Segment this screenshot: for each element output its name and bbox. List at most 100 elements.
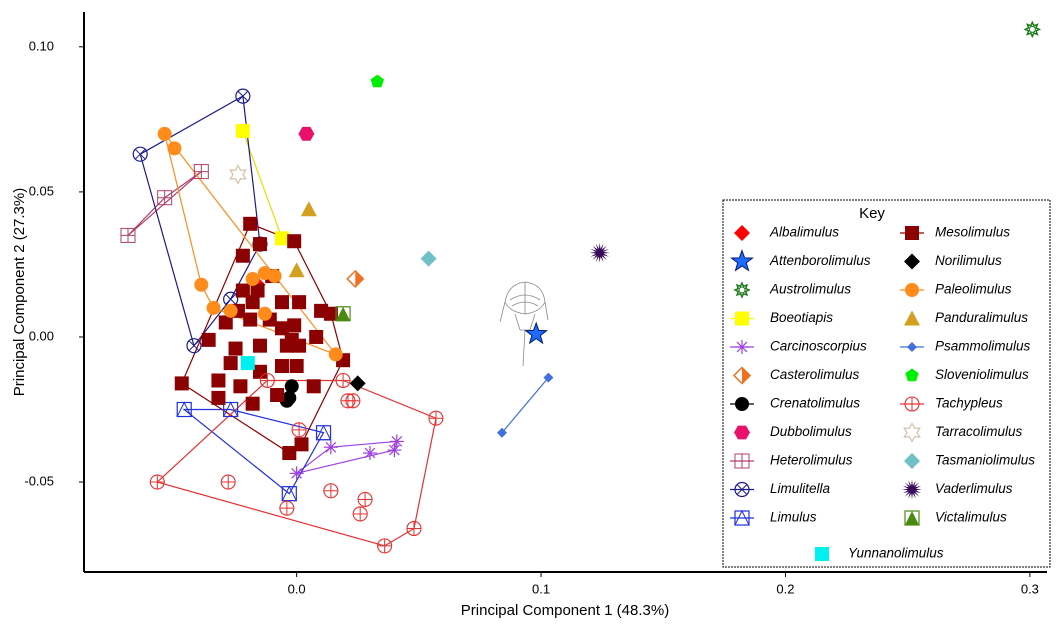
- legend-marker: [734, 225, 750, 241]
- marker-part: [905, 283, 919, 297]
- y-tick-label: 0.00: [29, 328, 54, 343]
- marker-part: [294, 437, 309, 452]
- data-point: [220, 474, 236, 490]
- marker-part: [228, 341, 243, 356]
- marker-part: [905, 511, 919, 525]
- marker-part: [904, 453, 920, 469]
- hull-outline: [182, 408, 325, 495]
- marker-part: [279, 338, 294, 353]
- data-point: [298, 126, 315, 141]
- marker-part: [292, 295, 307, 310]
- data-point: [167, 141, 182, 156]
- marker-part: [904, 253, 920, 270]
- marker-part: [736, 341, 748, 353]
- data-point: [357, 491, 373, 508]
- data-point: [243, 312, 258, 327]
- marker-part: [206, 300, 221, 315]
- marker-part: [250, 283, 265, 298]
- marker-part: [281, 485, 298, 502]
- data-point: [1023, 20, 1042, 39]
- legend-marker: [904, 310, 920, 326]
- marker-part: [150, 475, 165, 490]
- legend-marker: [730, 481, 754, 498]
- marker-part: [735, 311, 749, 326]
- hull-outline: [139, 95, 261, 347]
- marker-part: [420, 250, 437, 267]
- data-point: [543, 372, 554, 383]
- marker-part: [904, 310, 920, 326]
- data-point: [228, 341, 243, 356]
- legend-marker: [730, 509, 754, 526]
- data-point: [235, 123, 250, 138]
- legend-marker: [730, 311, 754, 326]
- marker-part: [336, 373, 351, 388]
- marker-part: [358, 492, 373, 507]
- legend-marker: [904, 510, 920, 526]
- marker-part: [907, 342, 917, 352]
- data-point: [250, 283, 265, 298]
- legend-box: [722, 199, 1051, 568]
- data-point: [323, 440, 338, 455]
- data-point: [306, 379, 321, 394]
- data-point: [201, 332, 216, 347]
- marker-part: [282, 446, 297, 461]
- data-point: [279, 338, 294, 353]
- data-point: [223, 356, 238, 371]
- marker-part: [284, 379, 299, 394]
- legend-marker: [734, 425, 750, 440]
- data-point: [149, 474, 165, 490]
- marker-part: [733, 281, 751, 299]
- marker-part: [497, 427, 507, 438]
- legend-label: Carcinoscorpius: [770, 339, 867, 354]
- marker-part: [291, 467, 303, 479]
- marker-part: [260, 373, 275, 388]
- legend-label: Victalimulus: [935, 510, 1007, 525]
- marker-part: [237, 90, 249, 102]
- marker-part: [211, 373, 226, 388]
- marker-part: [282, 390, 297, 405]
- marker-part: [902, 479, 922, 500]
- data-point: [120, 227, 136, 243]
- data-point: [240, 356, 255, 371]
- marker-part: [270, 388, 285, 403]
- marker-part: [245, 271, 260, 286]
- legend-marker: [900, 396, 924, 412]
- legend-label: Heterolimulus: [770, 453, 853, 468]
- data-point: [345, 393, 361, 409]
- data-point: [328, 347, 343, 362]
- legend-marker: [900, 342, 924, 352]
- data-point: [270, 388, 285, 403]
- marker-part: [903, 422, 921, 443]
- data-point: [292, 338, 307, 353]
- legend-marker: [904, 253, 920, 270]
- marker-part: [905, 397, 919, 411]
- legend-marker: [730, 397, 754, 411]
- legend-label: Limulus: [770, 510, 817, 525]
- marker-part: [120, 228, 135, 243]
- legend-marker: [903, 422, 921, 443]
- marker-part: [274, 231, 289, 246]
- marker-part: [353, 506, 368, 521]
- legend-label: Paleolimulus: [935, 282, 1012, 297]
- marker-part: [377, 538, 392, 553]
- data-point: [335, 306, 351, 322]
- x-tick-label: 0.0: [288, 581, 306, 596]
- marker-part: [235, 88, 251, 104]
- data-point: [428, 410, 444, 426]
- data-point: [309, 329, 324, 344]
- data-point: [284, 379, 299, 394]
- data-point: [289, 358, 304, 373]
- data-point: [389, 434, 404, 449]
- data-point: [287, 234, 302, 249]
- marker-part: [218, 315, 233, 330]
- legend-marker: [900, 283, 924, 297]
- data-point: [274, 231, 289, 246]
- hull-outline: [296, 440, 398, 474]
- legend-label: Casterolimulus: [770, 367, 860, 382]
- marker-part: [738, 286, 746, 294]
- marker-part: [279, 501, 294, 516]
- legend-label: Sloveniolimulus: [935, 367, 1029, 382]
- marker-part: [287, 318, 302, 333]
- data-point: [267, 269, 282, 284]
